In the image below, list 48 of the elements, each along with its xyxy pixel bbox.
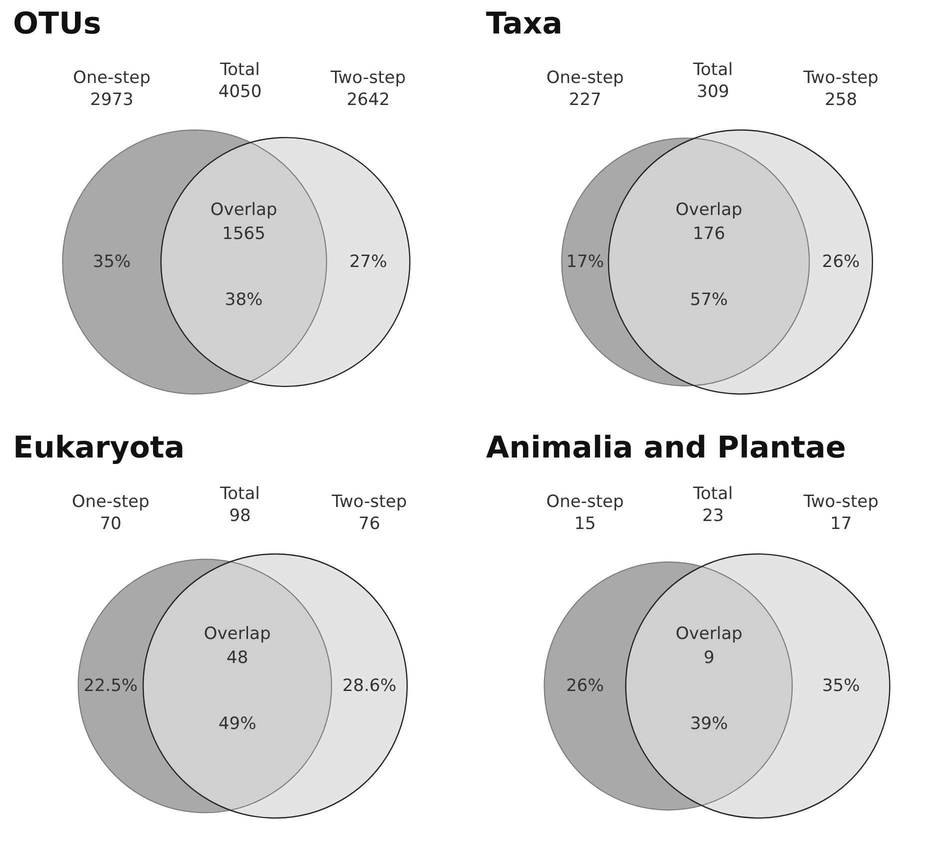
data-label: 1565 bbox=[222, 224, 266, 244]
data-label: 98 bbox=[229, 506, 251, 526]
category-label: Two-step bbox=[330, 492, 407, 512]
text: Eukaryota bbox=[13, 430, 185, 466]
text: Taxa bbox=[486, 6, 562, 42]
data-label: 28.6% bbox=[342, 676, 396, 696]
data-label: 17% bbox=[566, 252, 604, 272]
data-label: 26% bbox=[822, 252, 860, 272]
data-label: 22.5% bbox=[84, 676, 138, 696]
category-label: Overlap bbox=[675, 200, 742, 220]
data-label: 49% bbox=[218, 714, 256, 734]
data-label: 35% bbox=[822, 676, 860, 696]
data-label: 309 bbox=[696, 82, 730, 102]
data-label: 23 bbox=[702, 506, 724, 526]
category-label: Total bbox=[692, 484, 733, 504]
data-label: 76 bbox=[358, 514, 380, 534]
category-label: Overlap bbox=[676, 624, 742, 644]
category-label: One-step bbox=[546, 68, 624, 88]
category-label: Two-step bbox=[802, 492, 879, 512]
category-label: Total bbox=[219, 60, 260, 80]
category-label: Two-step bbox=[330, 68, 406, 88]
data-label: 17 bbox=[830, 514, 852, 534]
category-label: Total bbox=[219, 484, 260, 504]
text: Animalia and Plantae bbox=[486, 430, 846, 466]
data-label: 2973 bbox=[90, 90, 134, 110]
data-label: 15 bbox=[574, 514, 596, 534]
data-label: 57% bbox=[690, 290, 728, 310]
category-label: Total bbox=[692, 60, 733, 80]
data-label: 4050 bbox=[218, 82, 262, 102]
data-label: 27% bbox=[349, 252, 388, 272]
category-label: One-step bbox=[546, 492, 624, 512]
text: OTUs bbox=[13, 6, 102, 42]
data-label: 258 bbox=[824, 90, 858, 110]
data-label: 70 bbox=[100, 514, 122, 534]
category-label: One-step bbox=[73, 68, 151, 88]
data-label: 38% bbox=[224, 290, 263, 310]
data-label: 26% bbox=[566, 676, 604, 696]
data-label: 35% bbox=[92, 252, 131, 272]
data-label: 2642 bbox=[346, 90, 390, 110]
category-label: Overlap bbox=[204, 624, 271, 644]
data-label: 227 bbox=[568, 90, 602, 110]
data-label: 48 bbox=[226, 648, 248, 668]
category-label: Two-step bbox=[802, 68, 878, 88]
data-label: 9 bbox=[704, 648, 714, 668]
data-label: 39% bbox=[690, 714, 728, 734]
category-label: Overlap bbox=[210, 200, 278, 220]
data-label: 176 bbox=[692, 224, 726, 244]
category-label: One-step bbox=[72, 492, 150, 512]
